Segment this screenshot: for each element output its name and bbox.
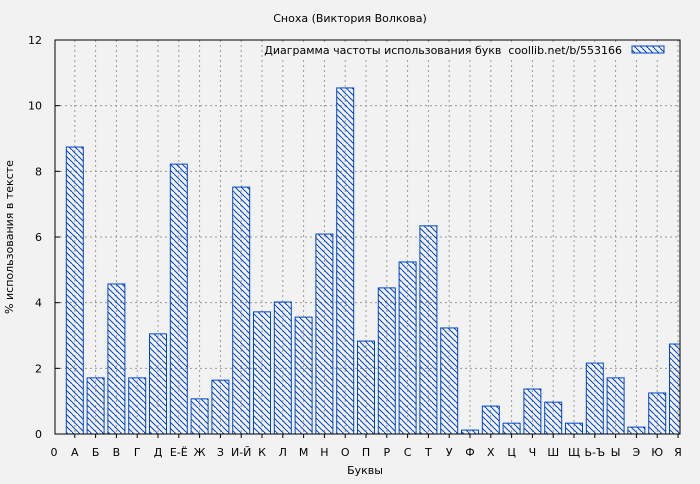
legend-swatch: [631, 45, 665, 54]
y-tick-label: 4: [35, 297, 42, 310]
y-tick-label: 12: [28, 34, 42, 47]
bar-З: [211, 379, 230, 435]
y-tick-label: 2: [35, 362, 42, 375]
y-tick-label: 0: [35, 428, 42, 441]
x-tick-label: С: [404, 446, 412, 459]
bar-И-Й: [232, 186, 251, 435]
x-ticks: А Б В Г Д Е-Ё Ж З И-Й К Л М Н О П Р С Т У Ф Х Ц Ч Ш Щ Ь-Ъ Ы Э Ю Я: [71, 434, 682, 459]
bar-Ь-Ъ: [585, 362, 604, 435]
bar-К: [253, 311, 271, 435]
bars: [65, 87, 680, 435]
bar-Ш: [544, 401, 563, 435]
x-tick-label: П: [362, 446, 370, 459]
x-tick-label: А: [71, 446, 79, 459]
x-tick-label: Ф: [465, 446, 474, 459]
y-ticks: 0 2 4 6 8 10 12: [28, 34, 60, 441]
x-tick-label: Ы: [611, 446, 621, 459]
x-tick-label: Э: [633, 446, 641, 459]
bar-Т: [419, 225, 438, 435]
x-tick-label: Н: [320, 446, 328, 459]
y-tick-label: 8: [35, 165, 42, 178]
bar-Ч: [523, 388, 542, 435]
x-tick-label: И-Й: [231, 446, 251, 459]
legend: Диаграмма частоты использования букв coo…: [264, 42, 676, 58]
bar-Ы: [606, 377, 625, 435]
x-tick-label: К: [258, 446, 266, 459]
bar-Щ: [565, 422, 583, 435]
bar-В: [107, 283, 126, 435]
x-tick-label: Ь-Ъ: [584, 446, 605, 459]
bar-Ц: [502, 422, 521, 435]
bar-Ф: [461, 429, 479, 435]
x-tick-label: В: [113, 446, 121, 459]
x-tick-label: Ш: [547, 446, 559, 459]
bar-Р: [377, 287, 396, 435]
bar-У: [440, 327, 459, 435]
y-axis-label: % использования в тексте: [3, 160, 16, 314]
bar-Н: [315, 233, 334, 435]
x-tick-label: Ю: [651, 446, 663, 459]
bar-С: [398, 261, 417, 435]
x-tick-label: З: [217, 446, 224, 459]
x-tick-label: Л: [279, 446, 287, 459]
x-tick-label: Ц: [507, 446, 516, 459]
bar-Ю: [648, 392, 667, 435]
x-axis-label: Буквы: [347, 464, 383, 477]
x-tick-label: Щ: [568, 446, 580, 459]
x-tick-label: Ч: [529, 446, 537, 459]
x-tick-label: Ж: [194, 446, 206, 459]
bar-П: [357, 340, 375, 435]
bar-М: [294, 316, 313, 435]
x-tick-label: Б: [92, 446, 100, 459]
x-tick-label: Г: [134, 446, 141, 459]
x-tick-label: М: [299, 446, 309, 459]
x-tick-label: У: [446, 446, 453, 459]
bar-Г: [128, 377, 147, 435]
bar-Б: [86, 377, 105, 435]
bar-О: [336, 87, 355, 435]
x-tick-label: Р: [383, 446, 390, 459]
bar-Л: [273, 301, 292, 435]
bar-Д: [149, 333, 167, 435]
x-tick-label: О: [341, 446, 350, 459]
x-tick-label: Я: [674, 446, 682, 459]
x-tick-label: Е-Ё: [170, 446, 188, 459]
x-tick-label: Д: [154, 446, 163, 459]
bar-Ж: [190, 398, 209, 435]
legend-label: Диаграмма частоты использования букв coo…: [264, 44, 622, 57]
x-tick-label: Х: [487, 446, 495, 459]
chart-title: Сноха (Виктория Волкова): [273, 12, 427, 25]
bar-А: [65, 146, 84, 435]
bar-Х: [481, 405, 500, 435]
bar-Э: [627, 426, 646, 435]
x-origin-label: 0: [51, 446, 58, 459]
bar-Е-Ё: [169, 163, 188, 435]
y-tick-label: 10: [28, 100, 42, 113]
bar-Я: [669, 343, 680, 435]
x-tick-label: Т: [424, 446, 432, 459]
y-tick-label: 6: [35, 231, 42, 244]
